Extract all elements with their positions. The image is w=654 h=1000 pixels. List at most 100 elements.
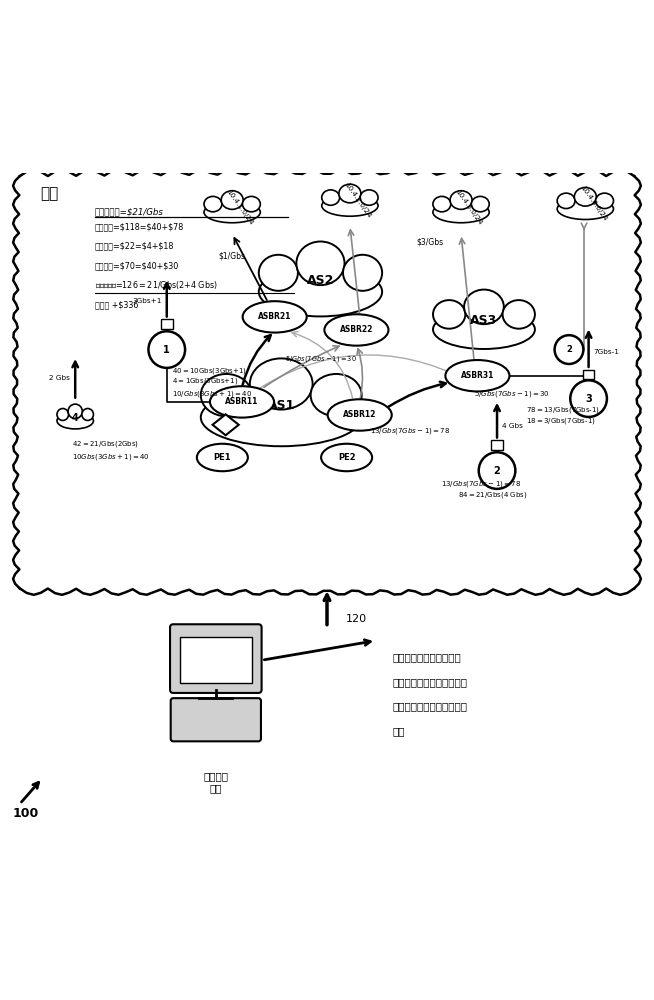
Text: $1/Gbs: $1/Gbs [218,252,246,261]
Ellipse shape [204,202,260,223]
Text: 1: 1 [164,345,170,355]
Text: 7Gbs-1: 7Gbs-1 [594,349,620,355]
Text: 未分配惩罚=$21/Gbs: 未分配惩罚=$21/Gbs [95,208,164,217]
Ellipse shape [433,196,451,212]
Text: 10.4.1.0/24: 10.4.1.0/24 [226,188,254,226]
Text: 10.4.4.0/24: 10.4.4.0/24 [579,185,608,223]
FancyBboxPatch shape [20,176,634,588]
Ellipse shape [221,191,243,209]
Ellipse shape [197,444,248,471]
Ellipse shape [68,404,82,419]
Ellipse shape [322,190,339,205]
Text: 2 Gbs: 2 Gbs [49,375,70,381]
Text: $18=$3/Gbs(7Gbs-1): $18=$3/Gbs(7Gbs-1) [526,416,596,426]
Text: AS3: AS3 [470,314,498,327]
Text: $78=$13/Gbs(7Gbs-1): $78=$13/Gbs(7Gbs-1) [526,405,600,415]
Text: 未分配成本=$126=$21/Gbs(2+4 Gbs): 未分配成本=$126=$21/Gbs(2+4 Gbs) [95,279,218,291]
Circle shape [148,331,185,368]
Ellipse shape [201,388,362,446]
Circle shape [570,380,607,417]
Ellipse shape [324,314,388,346]
Ellipse shape [339,184,361,203]
Ellipse shape [502,300,535,329]
Ellipse shape [445,360,509,391]
Text: 规划: 规划 [392,727,405,737]
Ellipse shape [596,193,613,209]
Ellipse shape [210,386,274,418]
Text: ASBR12: ASBR12 [343,410,377,419]
Text: $42=$21/Gbs(2Gbs): $42=$21/Gbs(2Gbs) [72,439,139,449]
Ellipse shape [433,310,535,349]
Text: $13/Gbs(7Gbs-1)=$78: $13/Gbs(7Gbs-1)=$78 [441,479,522,489]
Text: ASBR21: ASBR21 [258,312,292,321]
Text: 3Gbs+1: 3Gbs+1 [132,298,162,304]
FancyBboxPatch shape [583,370,594,379]
Ellipse shape [557,193,575,209]
Text: ASBR11: ASBR11 [225,397,259,406]
Text: AS1: AS1 [267,399,295,412]
Text: 2: 2 [566,345,572,354]
Ellipse shape [311,374,362,416]
Text: $4=$1Gbs(3Gbs+1): $4=$1Gbs(3Gbs+1) [172,376,238,386]
Text: ASBR31: ASBR31 [460,371,494,380]
FancyBboxPatch shape [170,624,262,693]
FancyBboxPatch shape [171,698,261,741]
Text: （多个）可用网络资源分配: （多个）可用网络资源分配 [392,677,468,687]
Polygon shape [213,414,239,435]
Ellipse shape [259,255,298,291]
Ellipse shape [321,444,372,471]
Text: 2: 2 [494,466,500,476]
Text: 内部成本=$118=$40+$78: 内部成本=$118=$40+$78 [95,222,184,231]
Ellipse shape [433,202,489,223]
Text: （多个）网络业务流的业务: （多个）网络业务流的业务 [392,702,468,712]
Text: $84=$21/Gbs(4 Gbs): $84=$21/Gbs(4 Gbs) [458,490,527,500]
Text: 总成本 +$336: 总成本 +$336 [95,301,138,310]
Text: 生成用于向通向目的地的: 生成用于向通向目的地的 [392,652,461,662]
Text: 4: 4 [72,413,78,423]
Ellipse shape [360,190,378,205]
Text: $5/Gbs(7Gbs-1)=$30: $5/Gbs(7Gbs-1)=$30 [474,389,550,399]
Text: 100: 100 [13,807,39,820]
Text: $10Gbs(3Gbs+1)=$40: $10Gbs(3Gbs+1)=$40 [72,452,150,462]
Text: PE1: PE1 [214,453,231,462]
Ellipse shape [328,399,392,431]
Ellipse shape [343,255,382,291]
Text: 图络: 图络 [40,186,58,201]
Ellipse shape [243,301,307,333]
Ellipse shape [204,196,222,212]
Ellipse shape [574,187,596,206]
Ellipse shape [250,358,313,410]
Ellipse shape [450,191,472,209]
Text: 4 Gbs: 4 Gbs [502,423,523,429]
Ellipse shape [557,198,613,219]
Text: 120: 120 [346,614,367,624]
Text: $10/Gbs(3Gbs+1)=$40: $10/Gbs(3Gbs+1)=$40 [172,389,252,399]
Ellipse shape [472,196,489,212]
Text: 外部成本=$22=$4+$18: 外部成本=$22=$4+$18 [95,242,174,251]
Ellipse shape [296,242,345,285]
FancyBboxPatch shape [180,637,252,683]
Text: 对等成本=$70=$40+$30: 对等成本=$70=$40+$30 [95,261,179,270]
Text: PE2: PE2 [338,453,355,462]
Ellipse shape [433,300,465,329]
Ellipse shape [259,267,382,316]
Text: 10.4.2.0/24: 10.4.2.0/24 [343,182,372,219]
Text: 3: 3 [585,394,592,404]
Circle shape [555,335,583,364]
Text: $5/Gbs(7Gbs-1)=$30: $5/Gbs(7Gbs-1)=$30 [284,354,356,364]
Ellipse shape [57,413,94,429]
Text: ASBR22: ASBR22 [339,325,373,334]
Ellipse shape [82,409,94,420]
Text: $3/Gbs: $3/Gbs [416,237,443,246]
Ellipse shape [201,374,252,416]
Text: 业务规划
平台: 业务规划 平台 [203,771,228,793]
Text: $13/Gbs(7Gbs-1)=$78: $13/Gbs(7Gbs-1)=$78 [370,426,450,436]
Ellipse shape [322,195,378,216]
Text: $40=$10Gbs(3Gbs+1): $40=$10Gbs(3Gbs+1) [172,366,247,376]
Ellipse shape [57,409,69,420]
Text: 10.4.3.0/24: 10.4.3.0/24 [455,188,483,226]
FancyBboxPatch shape [491,440,503,450]
Text: AS2: AS2 [307,274,334,287]
Ellipse shape [243,196,260,212]
Ellipse shape [464,290,504,324]
